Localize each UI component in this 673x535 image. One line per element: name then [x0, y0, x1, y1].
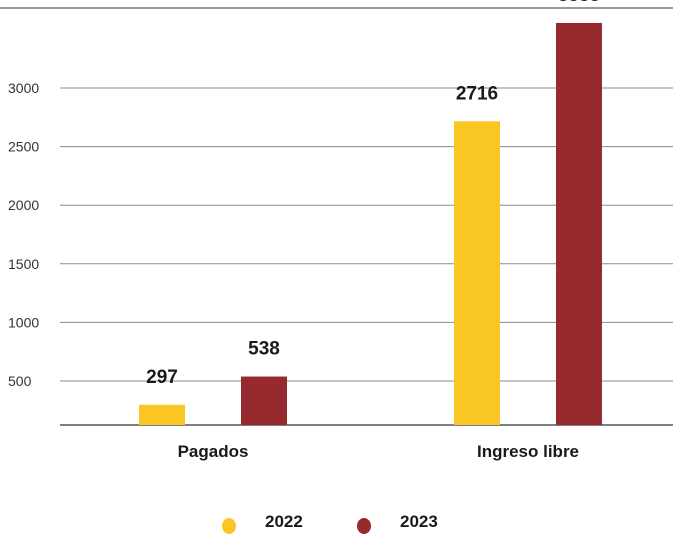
y-tick-label: 500	[8, 373, 32, 389]
y-tick-label: 1000	[8, 314, 39, 330]
data-label: 3555	[558, 0, 601, 6]
data-label: 538	[248, 339, 280, 360]
y-tick-label: 1500	[8, 256, 39, 272]
data-label: 297	[146, 367, 178, 388]
x-category-label: Pagados	[178, 442, 249, 461]
legend-marker-2023	[357, 518, 371, 534]
bar-2023-pagados	[241, 376, 287, 425]
legend-label-2022: 2022	[265, 512, 303, 531]
y-tick-label: 3000	[8, 80, 39, 96]
legend-label-2023: 2023	[400, 512, 438, 531]
bar-2022-ingreso-libre	[454, 121, 500, 426]
bar-2022-pagados	[139, 404, 185, 425]
y-tick-label: 2000	[8, 197, 39, 213]
y-tick-label: 2500	[8, 139, 39, 155]
x-category-label: Ingreso libre	[477, 442, 579, 461]
data-label: 2716	[456, 83, 498, 104]
bar-2023-ingreso-libre	[556, 22, 602, 425]
legend-marker-2022	[222, 518, 236, 534]
